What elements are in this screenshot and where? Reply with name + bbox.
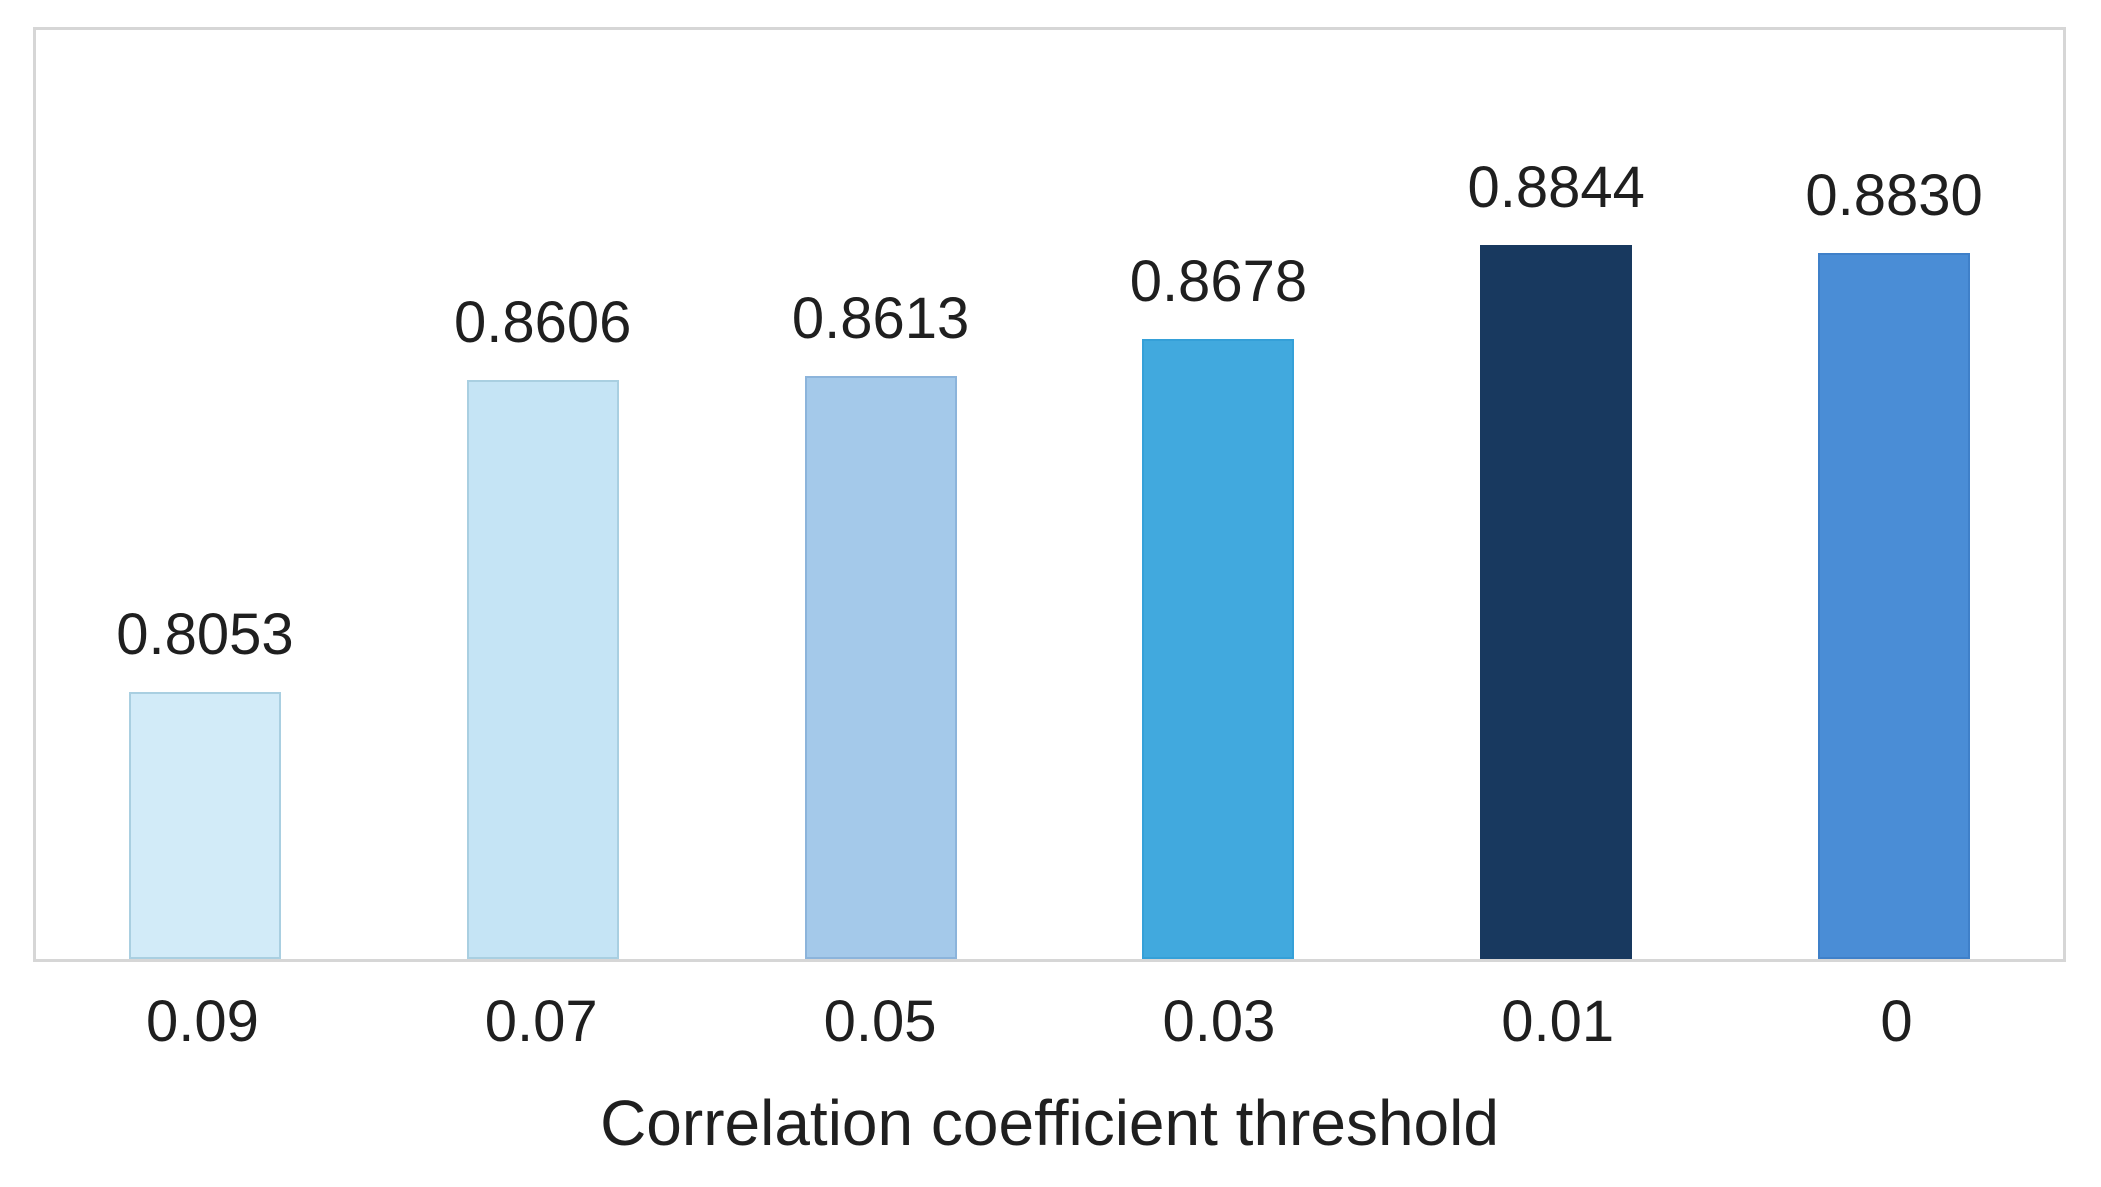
value-label: 0.8678 [1129, 249, 1308, 315]
bar-slot: 0.8053 [36, 30, 374, 959]
x-axis-title: Correlation coefficient threshold [600, 1087, 1499, 1159]
bar [1480, 245, 1633, 959]
category-label: 0 [1880, 989, 1913, 1054]
category-label: 0.01 [1501, 989, 1615, 1054]
category-label: 0.09 [145, 989, 259, 1054]
bar-slot: 0.8613 [712, 30, 1050, 959]
value-label: 0.8613 [791, 286, 970, 352]
bar [1142, 339, 1295, 959]
bar [1818, 253, 1971, 959]
value-label: 0.8844 [1467, 155, 1645, 221]
x-axis-tick-labels: 0.09 0.07 0.05 0.03 0.01 0 [33, 989, 2066, 1054]
bar-slot: 0.8678 [1049, 30, 1387, 959]
value-label: 0.8830 [1805, 163, 1983, 229]
value-label: 0.8606 [454, 290, 632, 356]
bar-slot: 0.8830 [1725, 30, 2063, 959]
bar [128, 692, 281, 959]
bar [466, 380, 619, 959]
value-label: 0.8053 [116, 602, 294, 668]
bar-slot: 0.8844 [1387, 30, 1725, 959]
category-label: 0.05 [823, 989, 937, 1054]
category-label: 0.03 [1162, 989, 1276, 1054]
plot-area: 0.8053 0.8606 0.8613 0.8678 0.8844 0.883… [33, 27, 2066, 962]
bar-slot: 0.8606 [374, 30, 712, 959]
bar [804, 376, 957, 959]
category-label: 0.07 [484, 989, 598, 1054]
